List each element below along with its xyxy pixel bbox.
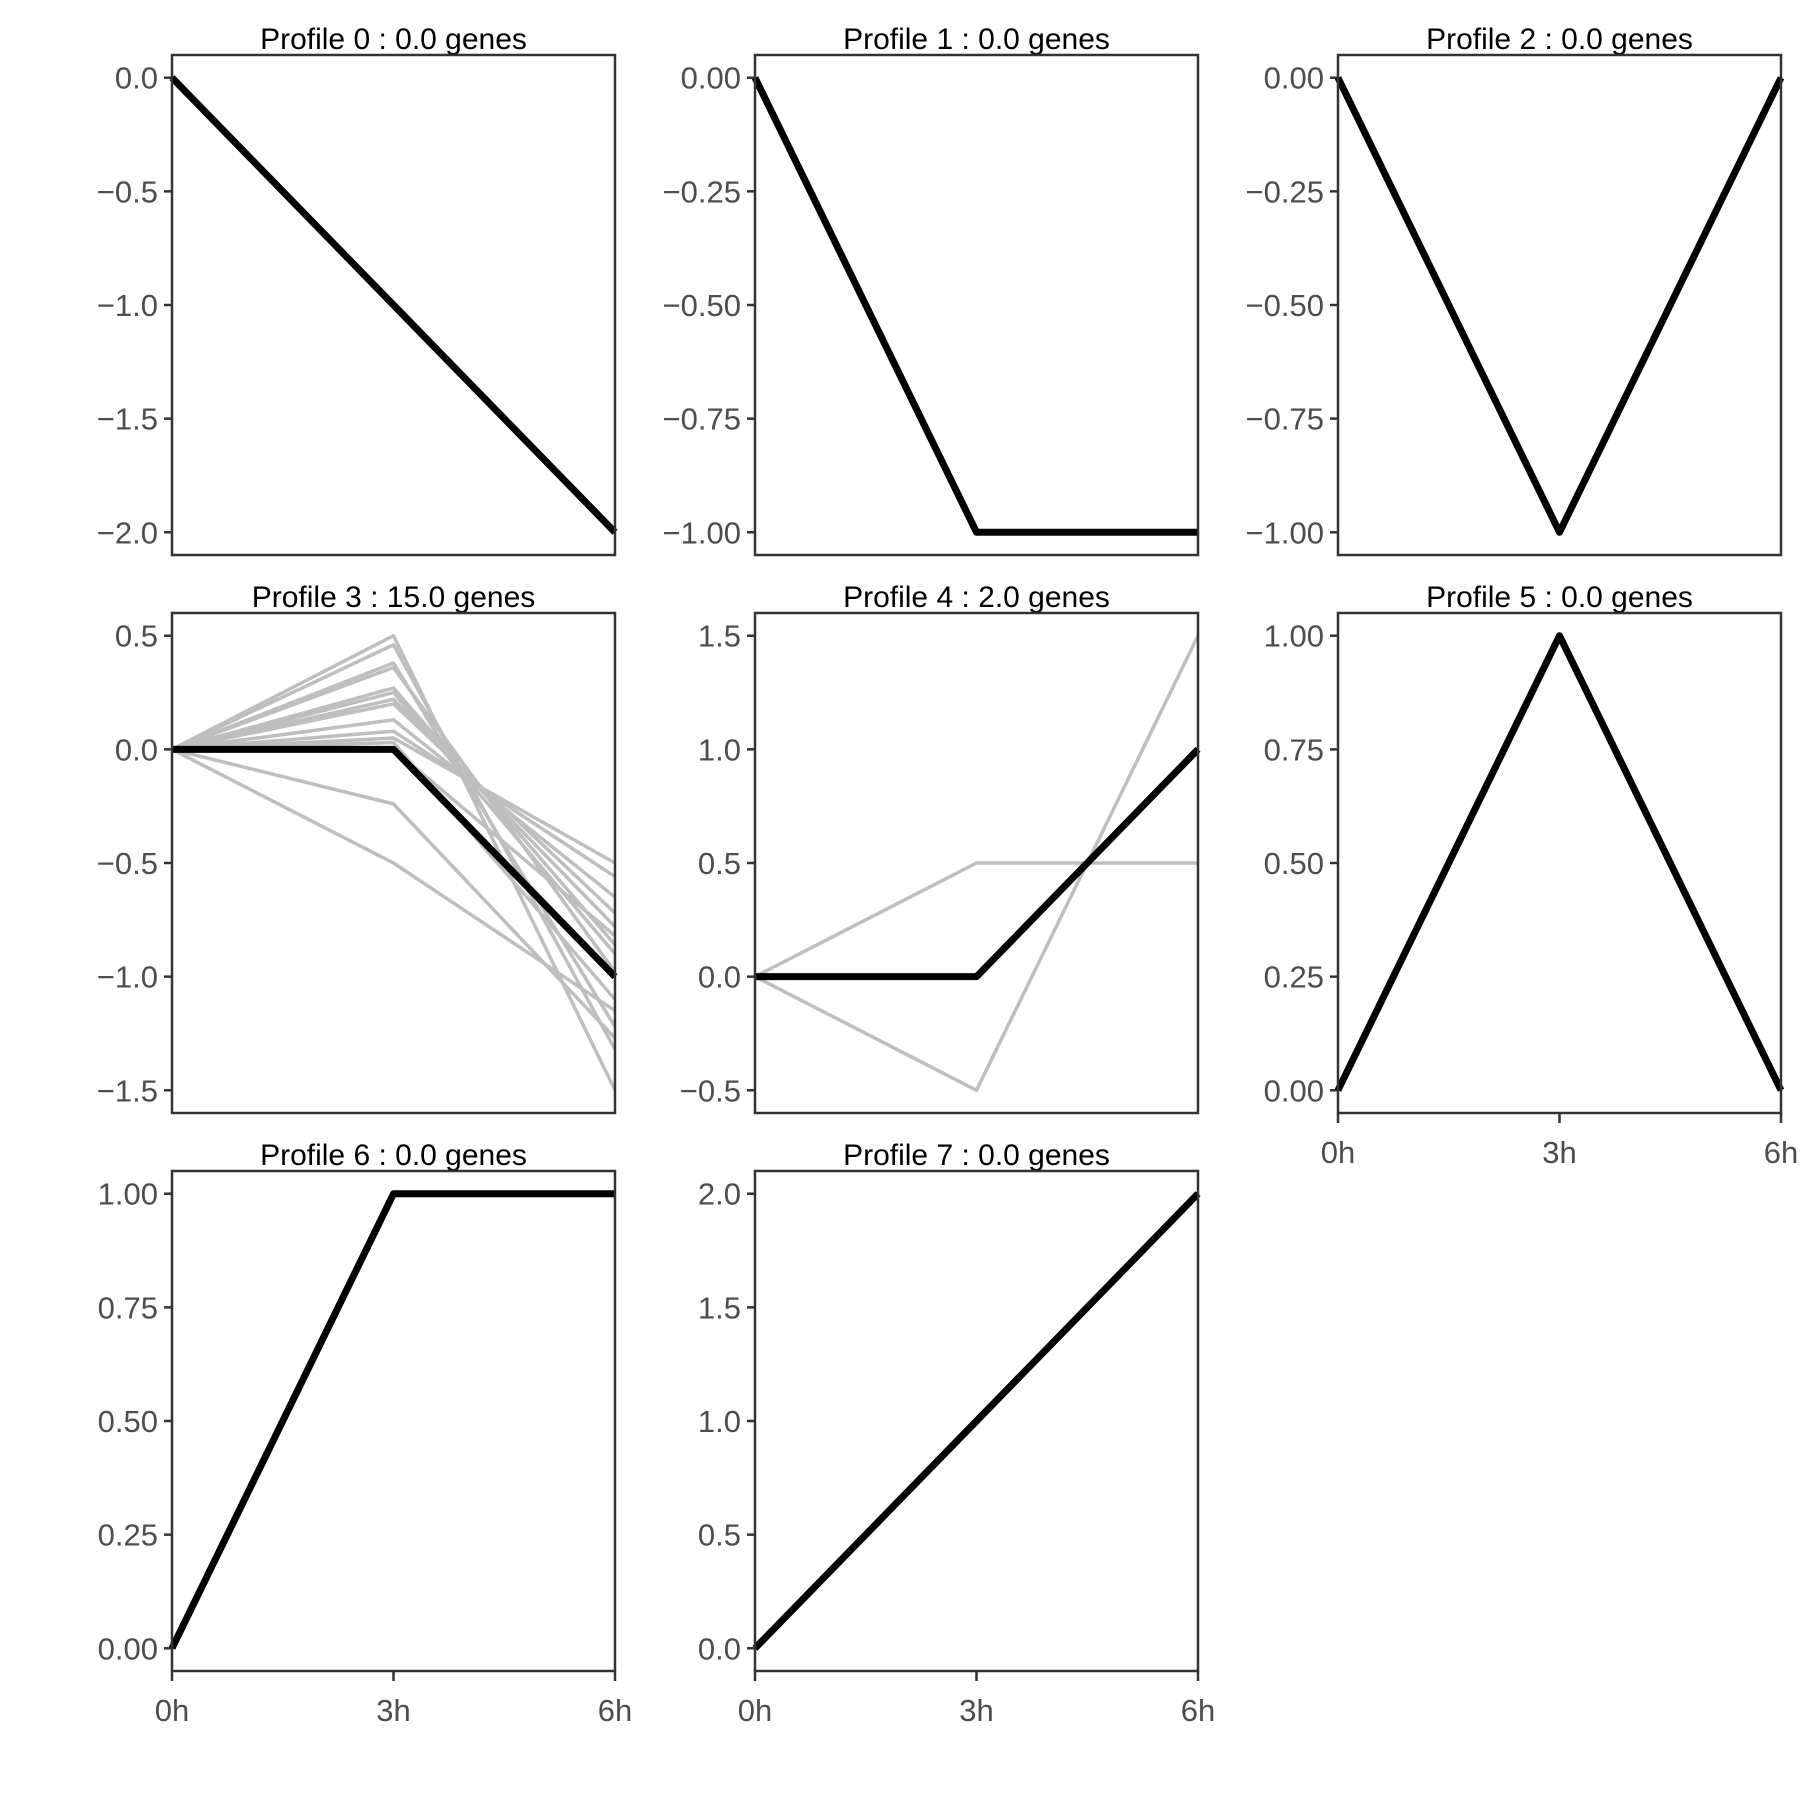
y-tick-label: 1.0 xyxy=(698,732,741,767)
x-tick-label: 0h xyxy=(738,1693,772,1728)
profile-panel-3: Profile 3 : 15.0 genes 0.5 0.0 −0.5 −1.0 −1.5 xyxy=(97,581,618,1115)
gene-line xyxy=(171,747,616,1013)
y-tick-label: 0.5 xyxy=(698,1518,741,1553)
y-tick-label: 0.5 xyxy=(115,619,158,654)
panel-title: Profile 4 : 2.0 genes xyxy=(843,581,1110,614)
gene-line xyxy=(171,697,617,928)
y-tick-label: 1.00 xyxy=(1264,619,1324,654)
y-tick-label: −0.5 xyxy=(97,846,158,881)
y-tick-label: 0.0 xyxy=(698,1631,741,1666)
y-tick-label: 0.50 xyxy=(98,1404,158,1439)
panel-title: Profile 3 : 15.0 genes xyxy=(252,581,536,614)
panel-border xyxy=(1336,53,1783,557)
gene-line xyxy=(171,690,617,956)
gene-line xyxy=(171,633,617,1092)
y-tick-label: −1.5 xyxy=(97,402,158,437)
profile-line xyxy=(751,76,1198,536)
y-tick-label: 2.0 xyxy=(698,1177,741,1212)
profile-line xyxy=(168,1190,615,1650)
gene-line xyxy=(171,702,617,915)
profile-panel-1: Profile 1 : 0.0 genes 0.00 −0.25 −0.50 −0.75… xyxy=(663,23,1200,557)
y-tick-label: 0.0 xyxy=(115,61,158,96)
profile-line xyxy=(1334,76,1785,536)
panel-title: Profile 6 : 0.0 genes xyxy=(260,1139,527,1172)
gene-line xyxy=(171,747,617,1040)
profile-panel-2: Profile 2 : 0.0 genes 0.00 −0.25 −0.50 −0.75… xyxy=(1246,23,1785,557)
y-tick-label: 0.00 xyxy=(1264,1073,1324,1108)
y-tick-label: 0.5 xyxy=(698,846,741,881)
profile-line xyxy=(172,745,618,980)
x-tick-label: 3h xyxy=(959,1693,993,1728)
gene-line xyxy=(754,861,1198,979)
y-tick-label: −0.25 xyxy=(1246,174,1324,209)
gene-line xyxy=(171,729,616,879)
profile-line xyxy=(169,75,618,535)
x-tick-label: 6h xyxy=(1181,1693,1215,1728)
y-tick-label: 1.5 xyxy=(698,1290,741,1325)
panel-title: Profile 7 : 0.0 genes xyxy=(843,1139,1110,1172)
y-tick-label: 0.25 xyxy=(98,1518,158,1553)
y-tick-label: −1.00 xyxy=(1246,515,1324,550)
profile-panel-5: Profile 5 : 0.0 genes 1.00 0.75 0.50 0.25 0.0… xyxy=(1264,581,1799,1170)
panel-title: Profile 2 : 0.0 genes xyxy=(1426,23,1693,56)
x-tick-label: 6h xyxy=(1764,1135,1798,1170)
panel-title: Profile 5 : 0.0 genes xyxy=(1426,581,1693,614)
y-tick-label: −1.0 xyxy=(97,960,158,995)
panel-border xyxy=(170,611,617,1115)
y-tick-label: 1.00 xyxy=(98,1177,158,1212)
panel-border xyxy=(753,611,1200,1115)
profile-line xyxy=(752,1191,1201,1651)
y-tick-label: 0.00 xyxy=(98,1631,158,1666)
gene-line xyxy=(171,740,617,1001)
y-tick-label: 0.25 xyxy=(1264,960,1324,995)
y-tick-label: 0.50 xyxy=(1264,846,1324,881)
y-tick-label: 0.0 xyxy=(115,732,158,767)
panel-border xyxy=(1336,611,1783,1115)
profile-panel-0: Profile 0 : 0.0 genes 0.0 −0.5 −1.0 −1.5 −2.0 xyxy=(97,23,618,557)
gene-line xyxy=(754,634,1200,1093)
profile-line xyxy=(1334,632,1785,1092)
y-tick-label: −0.5 xyxy=(680,1073,741,1108)
x-tick-label: 0h xyxy=(155,1693,189,1728)
y-tick-label: 0.00 xyxy=(1264,61,1324,96)
x-tick-label: 3h xyxy=(376,1693,410,1728)
panel-title: Profile 0 : 0.0 genes xyxy=(260,23,527,56)
y-tick-label: 0.00 xyxy=(681,61,741,96)
y-tick-label: 0.75 xyxy=(1264,732,1324,767)
y-tick-label: −0.5 xyxy=(97,174,158,209)
profile-panel-7: Profile 7 : 0.0 genes 2.0 1.5 1.0 0.5 0.0 0h 3h… xyxy=(698,1139,1215,1728)
y-tick-label: −1.0 xyxy=(97,288,158,323)
y-tick-label: 1.5 xyxy=(698,619,741,654)
panel-title: Profile 1 : 0.0 genes xyxy=(843,23,1110,56)
x-tick-label: 3h xyxy=(1542,1135,1576,1170)
x-tick-label: 0h xyxy=(1321,1135,1355,1170)
profile-panel-6: Profile 6 : 0.0 genes 1.00 0.75 0.50 0.25 0.0… xyxy=(98,1139,633,1728)
gene-line xyxy=(171,665,617,974)
x-tick-label: 6h xyxy=(598,1693,632,1728)
panel-border xyxy=(170,53,617,557)
panel-border xyxy=(753,53,1200,557)
y-tick-label: −1.00 xyxy=(663,515,741,550)
y-tick-label: 1.0 xyxy=(698,1404,741,1439)
gene-line xyxy=(171,718,617,899)
y-tick-label: −0.50 xyxy=(1246,288,1324,323)
y-tick-label: 0.0 xyxy=(698,960,741,995)
y-tick-label: −0.25 xyxy=(663,174,741,209)
y-tick-label: −0.50 xyxy=(663,288,741,323)
y-tick-label: −0.75 xyxy=(1246,402,1324,437)
y-tick-label: 0.75 xyxy=(98,1290,158,1325)
panel-border xyxy=(170,1169,617,1673)
y-tick-label: −2.0 xyxy=(97,515,158,550)
y-tick-label: −1.5 xyxy=(97,1073,158,1108)
profile-line xyxy=(755,746,1201,981)
profile-panel-4: Profile 4 : 2.0 genes 1.5 1.0 0.5 0.0 −0.5 xyxy=(680,581,1201,1115)
y-tick-label: −0.75 xyxy=(663,402,741,437)
